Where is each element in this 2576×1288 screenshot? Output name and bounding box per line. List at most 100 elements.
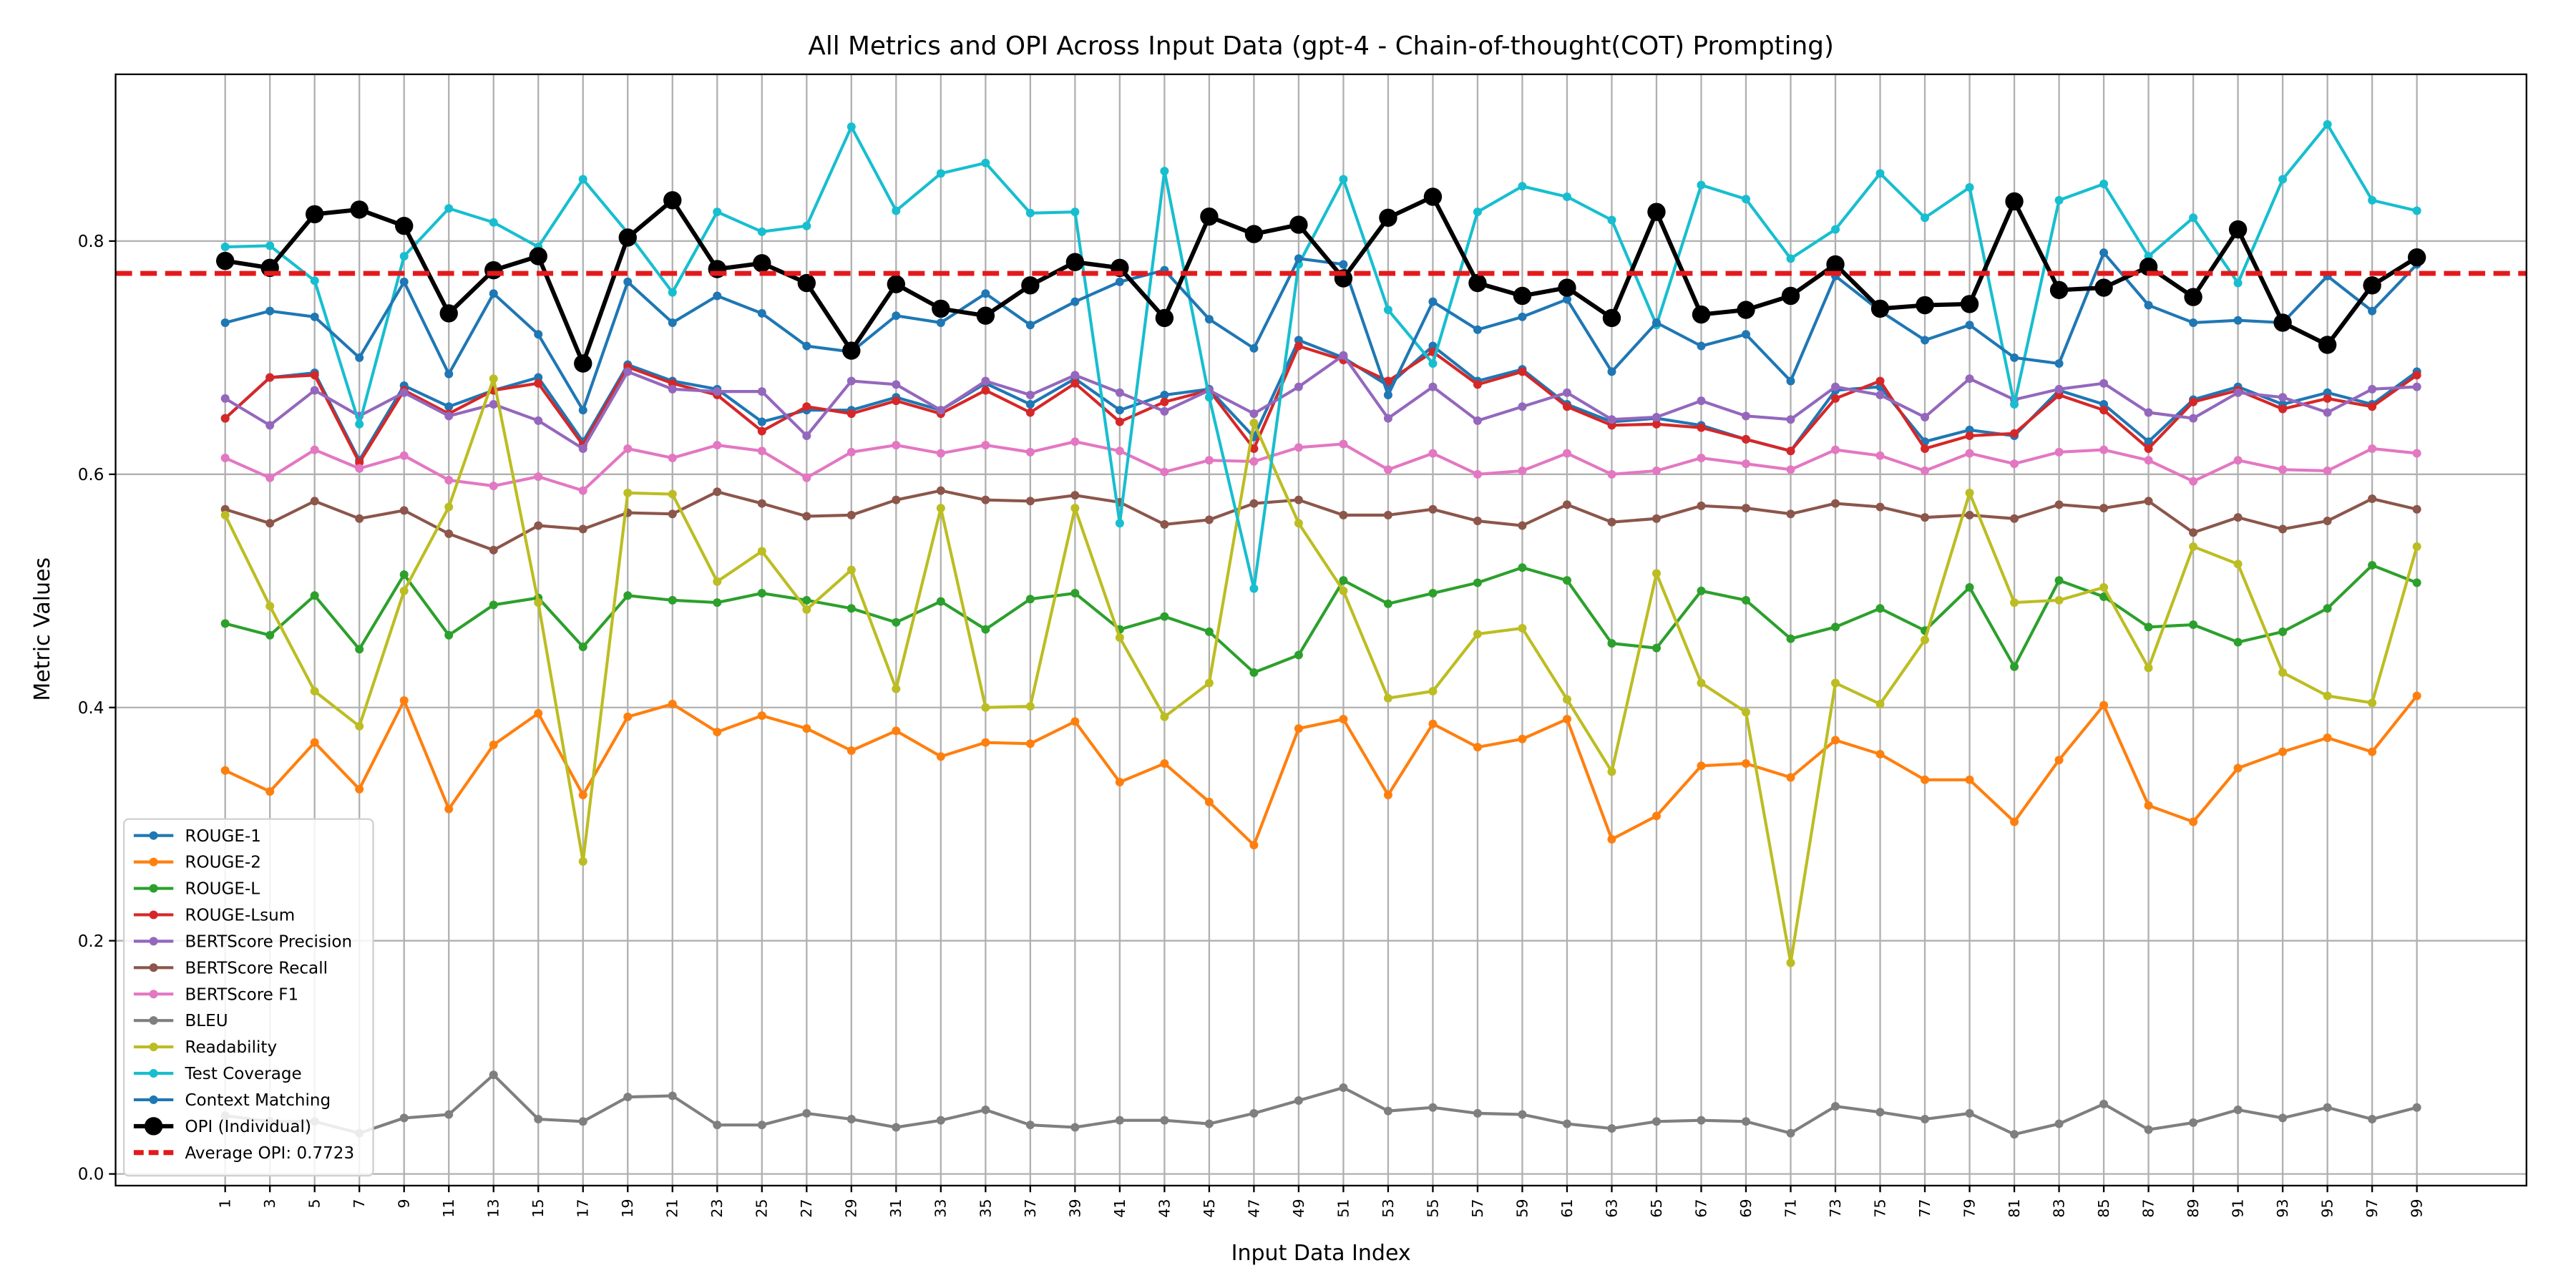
data-point bbox=[713, 441, 722, 450]
data-point bbox=[936, 504, 945, 513]
data-point bbox=[1607, 834, 1616, 844]
data-point bbox=[395, 217, 414, 235]
data-point bbox=[399, 277, 409, 286]
data-point bbox=[1294, 254, 1303, 263]
data-point bbox=[1473, 517, 1482, 526]
data-point bbox=[534, 472, 543, 482]
data-point bbox=[1965, 775, 1974, 784]
data-point bbox=[2144, 623, 2153, 632]
data-point bbox=[663, 191, 682, 210]
data-point bbox=[350, 200, 369, 219]
x-tick-label: 7 bbox=[351, 1199, 368, 1208]
data-point bbox=[1294, 1096, 1303, 1105]
data-point bbox=[668, 509, 677, 519]
x-tick-label: 11 bbox=[440, 1199, 457, 1217]
legend-label: Context Matching bbox=[185, 1091, 331, 1110]
x-tick-label: 47 bbox=[1245, 1199, 1262, 1217]
data-point bbox=[892, 495, 901, 504]
data-point bbox=[220, 243, 230, 252]
data-point bbox=[668, 288, 677, 297]
data-point bbox=[2099, 701, 2109, 710]
data-point bbox=[936, 169, 945, 178]
data-point bbox=[1652, 569, 1661, 578]
data-point bbox=[1697, 396, 1706, 406]
data-point bbox=[1160, 167, 1169, 176]
data-point bbox=[578, 790, 587, 799]
data-point bbox=[1786, 447, 1795, 456]
data-point bbox=[1831, 445, 1840, 454]
data-point bbox=[310, 371, 319, 380]
legend-box bbox=[122, 818, 374, 1177]
data-point bbox=[1115, 447, 1124, 456]
data-point bbox=[1204, 315, 1214, 324]
data-point bbox=[2184, 288, 2202, 306]
data-point bbox=[2189, 414, 2198, 423]
data-point bbox=[981, 376, 990, 386]
data-point bbox=[1115, 406, 1124, 415]
data-point bbox=[847, 510, 856, 519]
data-point bbox=[1383, 465, 1392, 474]
data-point bbox=[489, 400, 498, 409]
legend-marker bbox=[149, 1095, 158, 1104]
series-line bbox=[225, 1073, 2418, 1136]
data-point bbox=[2010, 514, 2019, 523]
data-point bbox=[1294, 724, 1303, 733]
data-point bbox=[534, 1115, 543, 1124]
data-point bbox=[1562, 500, 1571, 509]
data-point bbox=[1383, 693, 1392, 703]
data-point bbox=[2368, 698, 2377, 708]
x-tick-label: 61 bbox=[1558, 1199, 1576, 1217]
data-point bbox=[668, 1091, 677, 1101]
data-point bbox=[489, 289, 498, 298]
data-point bbox=[1965, 449, 1974, 458]
data-point bbox=[484, 260, 503, 280]
data-point bbox=[1025, 702, 1035, 711]
data-point bbox=[265, 473, 275, 482]
data-point bbox=[2233, 513, 2243, 522]
data-point bbox=[1339, 510, 1348, 519]
data-point bbox=[2412, 542, 2421, 551]
data-point bbox=[1289, 215, 1308, 234]
data-point bbox=[1786, 465, 1795, 474]
data-point bbox=[2412, 206, 2421, 215]
data-point bbox=[802, 431, 811, 441]
legend-marker bbox=[149, 910, 158, 919]
data-point bbox=[306, 205, 324, 224]
data-point bbox=[1607, 367, 1616, 376]
data-point bbox=[1339, 576, 1348, 585]
series-line bbox=[223, 377, 2419, 965]
data-point bbox=[1383, 599, 1392, 608]
data-point bbox=[623, 488, 633, 497]
data-point bbox=[489, 545, 498, 555]
data-point bbox=[2144, 663, 2153, 673]
x-axis-label: Input Data Index bbox=[1231, 1241, 1411, 1266]
data-point bbox=[1070, 504, 1080, 513]
data-point bbox=[2278, 525, 2288, 534]
data-point bbox=[2412, 504, 2421, 514]
data-point bbox=[1921, 1115, 1930, 1124]
data-point bbox=[1921, 213, 1930, 223]
data-point bbox=[489, 740, 498, 749]
data-point bbox=[2010, 459, 2019, 469]
data-point bbox=[1025, 400, 1035, 409]
data-point bbox=[2407, 248, 2426, 267]
data-point bbox=[1562, 192, 1571, 201]
data-point bbox=[1831, 623, 1840, 632]
data-point bbox=[1831, 678, 1840, 688]
data-point bbox=[1786, 254, 1795, 263]
x-tick-label: 75 bbox=[1871, 1199, 1888, 1217]
data-point bbox=[399, 1113, 409, 1123]
data-point bbox=[2099, 582, 2109, 592]
data-point bbox=[1875, 749, 1885, 758]
data-point bbox=[892, 441, 901, 450]
data-point bbox=[2054, 195, 2064, 205]
x-tick-label: 37 bbox=[1022, 1199, 1039, 1217]
x-tick-label: 87 bbox=[2140, 1199, 2157, 1217]
data-point bbox=[1518, 623, 1527, 633]
data-point bbox=[936, 597, 945, 606]
data-point bbox=[892, 206, 901, 215]
data-point bbox=[1562, 402, 1571, 411]
legend-marker bbox=[149, 1069, 158, 1078]
data-point bbox=[1339, 439, 1348, 449]
data-point bbox=[892, 618, 901, 627]
